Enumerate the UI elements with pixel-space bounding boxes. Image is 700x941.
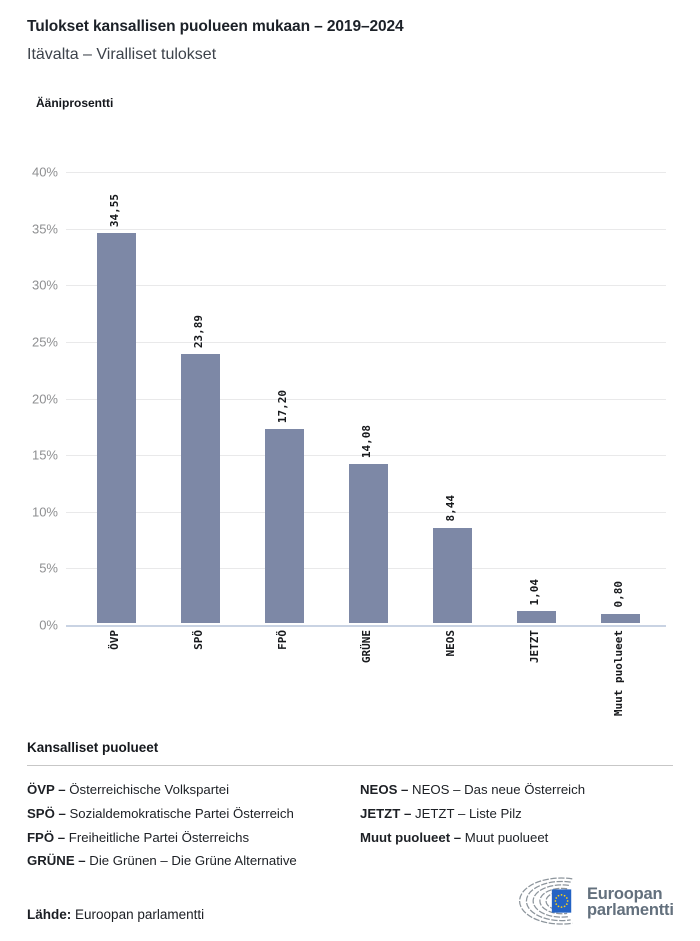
legend-entry-name: NEOS – Das neue Österreich bbox=[412, 782, 586, 797]
y-axis-tick: 0% bbox=[39, 617, 58, 633]
eu-stars bbox=[554, 894, 569, 909]
legend-entry-name: Die Grünen – Die Grüne Alternative bbox=[89, 853, 297, 869]
eu-flag-icon bbox=[551, 889, 572, 913]
y-axis-tick: 5% bbox=[39, 560, 58, 576]
x-axis-tick: SPÖ bbox=[192, 630, 205, 650]
bar-NEOS bbox=[432, 527, 472, 623]
page-title: Tulokset kansallisen puolueen mukaan – 2… bbox=[27, 18, 404, 35]
bar-Muut puolueet bbox=[600, 613, 640, 623]
bar-value-label: 34,55 bbox=[108, 194, 121, 228]
x-axis-tick: NEOS bbox=[444, 630, 457, 657]
y-axis-tick: 10% bbox=[31, 504, 58, 520]
gridline bbox=[66, 455, 666, 456]
bar-value-label: 23,89 bbox=[192, 314, 205, 348]
legend-heading: Kansalliset puolueet bbox=[27, 740, 159, 755]
legend-entry-name: JETZT – Liste Pilz bbox=[414, 805, 522, 821]
x-axis-tick: GRÜNE bbox=[360, 630, 373, 664]
y-axis-tick: 20% bbox=[31, 391, 58, 407]
y-axis-tick: 40% bbox=[31, 164, 58, 180]
gridline bbox=[66, 285, 666, 286]
european-parliament-logo: Euroopan parlamentti bbox=[516, 877, 674, 927]
bar-value-label: 1,04 bbox=[528, 578, 541, 606]
legend-column: NEOS – NEOS – Das neue Österreich JETZT –… bbox=[360, 778, 673, 873]
legend-entry-abbr: Muut puolueet – bbox=[360, 829, 465, 845]
legend-section: Kansalliset puolueet ÖVP – Österreichisc… bbox=[27, 740, 673, 873]
legend-entry: FPÖ – Freiheitliche Partei Österreichs bbox=[27, 826, 360, 850]
legend-entry: Muut puolueet – Muut puolueet bbox=[360, 826, 673, 850]
gridline bbox=[66, 342, 666, 343]
legend-column: ÖVP – Österreichische Volkspartei SPÖ – S… bbox=[27, 778, 360, 873]
legend-entry-name: Sozialdemokratische Partei Österreich bbox=[69, 805, 294, 821]
hemicycle-icon bbox=[519, 877, 573, 925]
bar-GRÜNE bbox=[348, 464, 388, 623]
legend-entry-abbr: GRÜNE – bbox=[27, 853, 90, 869]
bars-container: 34,55 23,89 17,20 14,08 8,44 1,04 0,80 bbox=[74, 172, 662, 623]
logo-line2: parlamentti bbox=[587, 901, 674, 919]
x-axis-tick: Muut puolueet bbox=[612, 630, 625, 717]
legend-entry-abbr: JETZT – bbox=[360, 805, 415, 821]
legend-divider bbox=[27, 765, 673, 766]
bar-FPÖ bbox=[264, 429, 304, 623]
legend-entry-name: Muut puolueet bbox=[464, 829, 549, 845]
source-label: Lähde: bbox=[27, 907, 72, 922]
legend-entry-abbr: FPÖ – bbox=[27, 829, 69, 845]
legend-entry: JETZT – JETZT – Liste Pilz bbox=[360, 802, 673, 826]
legend-entry: NEOS – NEOS – Das neue Österreich bbox=[360, 778, 673, 802]
y-axis-tick: 35% bbox=[31, 221, 58, 237]
legend-entry-abbr: NEOS – bbox=[360, 782, 413, 797]
bar-value-label: 14,08 bbox=[360, 425, 373, 459]
legend-entry: ÖVP – Österreichische Volkspartei bbox=[27, 778, 360, 802]
bar-value-label: 0,80 bbox=[612, 581, 625, 608]
legend-columns: ÖVP – Österreichische Volkspartei SPÖ – S… bbox=[27, 778, 673, 873]
gridline bbox=[66, 399, 666, 400]
legend-entry: SPÖ – Sozialdemokratische Partei Österre… bbox=[27, 802, 360, 826]
source-value: Euroopan parlamentti bbox=[75, 907, 205, 922]
logo-wordmark: Euroopan parlamentti bbox=[587, 884, 674, 919]
bar-SPÖ bbox=[180, 353, 220, 623]
legend-entry-name: Freiheitliche Partei Österreichs bbox=[68, 829, 250, 845]
y-axis-tick: 15% bbox=[31, 447, 58, 463]
bar-chart-plot-area: 40% 35% 30% 25% 20% 15% 10% 5% 0% 34,55 23,89 17,20… bbox=[32, 165, 666, 716]
bar-value-label: 17,20 bbox=[276, 389, 289, 424]
x-axis-tick: ÖVP bbox=[108, 630, 121, 650]
logo-line1: Euroopan bbox=[587, 884, 663, 903]
x-axis-tick: FPÖ bbox=[276, 630, 289, 650]
legend-entry: GRÜNE – Die Grünen – Die Grüne Alternati… bbox=[27, 849, 360, 873]
y-axis-tick: 30% bbox=[31, 277, 58, 293]
gridline bbox=[66, 229, 666, 230]
bar-ÖVP bbox=[96, 233, 136, 623]
y-axis-tick: 25% bbox=[31, 334, 58, 350]
x-axis-tick: JETZT bbox=[528, 630, 541, 664]
source-line: Lähde: Euroopan parlamentti bbox=[27, 907, 204, 922]
legend-entry-name: Österreichische Volkspartei bbox=[69, 782, 230, 797]
x-axis-line bbox=[66, 625, 666, 627]
legend-entry-abbr: SPÖ – bbox=[27, 805, 70, 821]
gridline bbox=[66, 172, 666, 173]
y-axis-title: Ääniprosentti bbox=[36, 96, 114, 110]
bar-value-label: 8,44 bbox=[444, 495, 457, 522]
legend-entry-abbr: ÖVP – bbox=[27, 782, 70, 797]
bar-JETZT bbox=[516, 611, 556, 623]
page-subtitle: Itävalta – Viralliset tulokset bbox=[27, 46, 217, 63]
